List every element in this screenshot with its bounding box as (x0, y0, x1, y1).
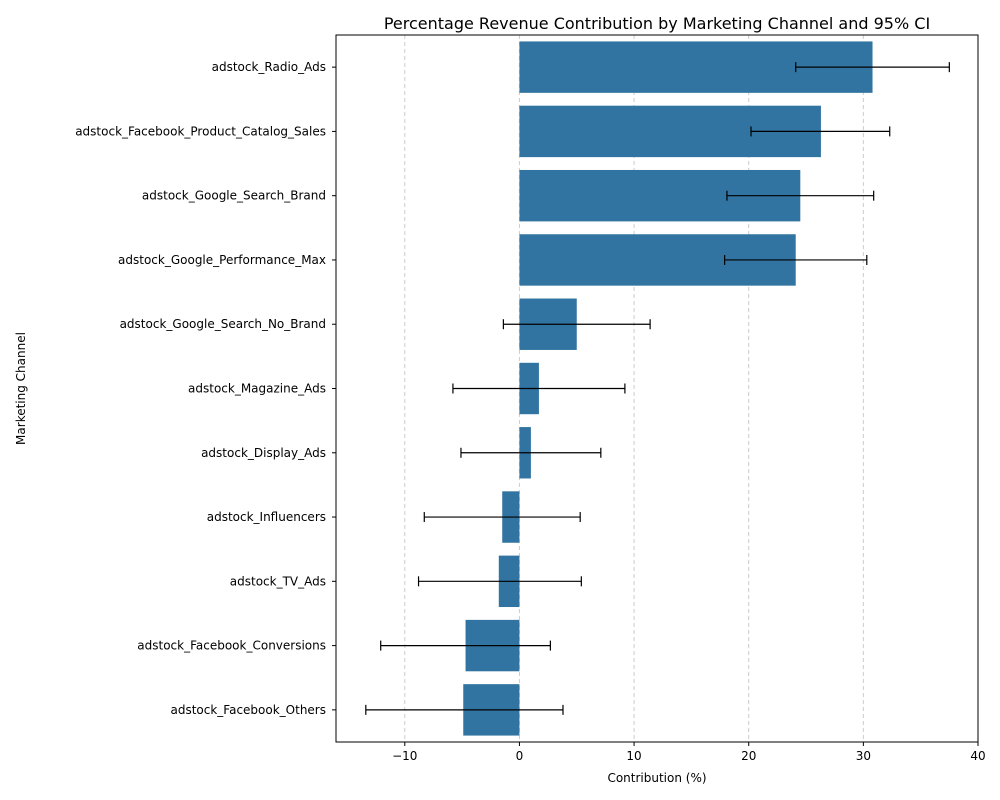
error-bars-layer (365, 62, 950, 715)
chart-title: Percentage Revenue Contribution by Marke… (384, 14, 930, 33)
y-tick-label: adstock_Google_Performance_Max (118, 253, 326, 267)
y-tick-label: adstock_Google_Search_No_Brand (120, 317, 326, 331)
y-tick-label: adstock_Magazine_Ads (188, 382, 326, 396)
x-tick-label: −10 (392, 749, 417, 763)
x-tick-label: 20 (741, 749, 756, 763)
x-tick-label: 40 (970, 749, 985, 763)
y-tick-label: adstock_TV_Ads (230, 574, 326, 588)
y-tick-label: adstock_Influencers (207, 510, 326, 524)
y-tick-label: adstock_Facebook_Conversions (137, 639, 326, 653)
y-axis-ticks: adstock_Radio_Ads adstock_Facebook_Produc… (75, 60, 336, 717)
y-tick-label: adstock_Facebook_Product_Catalog_Sales (75, 124, 326, 138)
x-tick-label: 0 (516, 749, 524, 763)
x-tick-label: 10 (626, 749, 641, 763)
y-tick-label: adstock_Google_Search_Brand (142, 189, 326, 203)
x-tick-label: 30 (856, 749, 871, 763)
y-axis-label: Marketing Channel (14, 332, 28, 445)
y-tick-label: adstock_Radio_Ads (212, 60, 326, 74)
y-tick-label: adstock_Facebook_Others (170, 703, 326, 717)
y-tick-label: adstock_Display_Ads (201, 446, 326, 460)
x-axis-ticks: −10 0 10 20 30 40 (392, 742, 986, 763)
x-axis-label: Contribution (%) (607, 771, 706, 785)
